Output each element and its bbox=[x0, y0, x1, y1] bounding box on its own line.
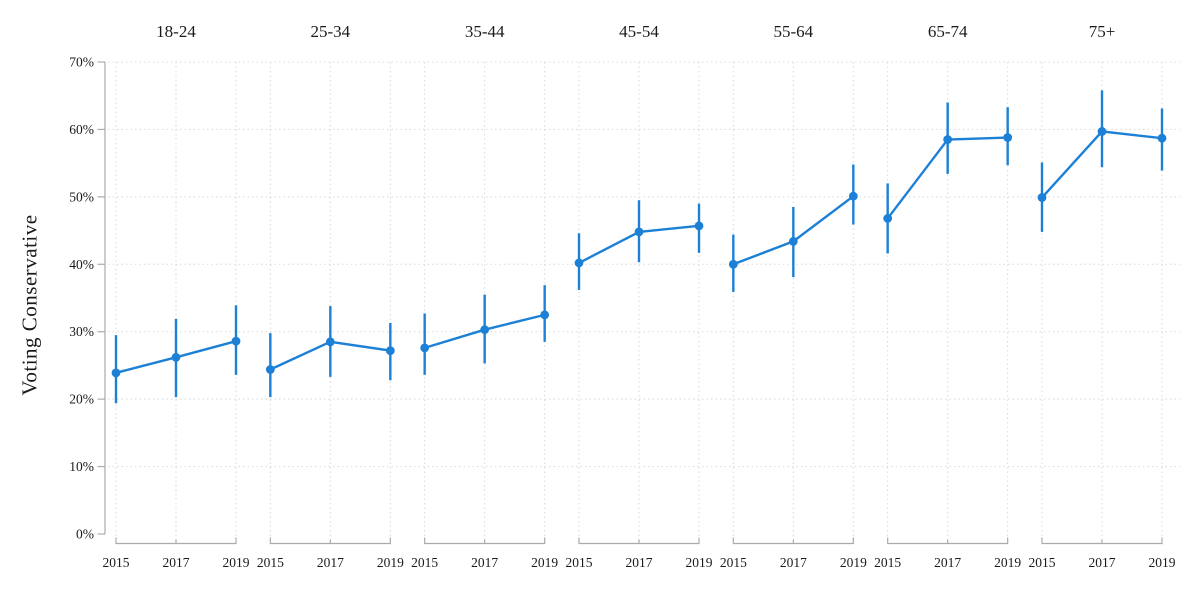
data-point bbox=[111, 368, 121, 378]
x-tick-label: 2019 bbox=[531, 555, 558, 570]
y-tick-label: 30% bbox=[69, 324, 94, 339]
data-point bbox=[540, 310, 550, 320]
data-point bbox=[728, 259, 738, 269]
data-point bbox=[171, 352, 181, 362]
y-tick-label: 60% bbox=[69, 122, 94, 137]
x-tick-label: 2017 bbox=[780, 555, 807, 570]
x-tick-label: 2015 bbox=[874, 555, 901, 570]
data-point bbox=[788, 236, 798, 246]
y-tick-label: 70% bbox=[69, 55, 94, 70]
data-point bbox=[265, 365, 275, 374]
x-tick-label: 2015 bbox=[565, 555, 592, 570]
data-point bbox=[634, 227, 644, 237]
y-tick-label: 50% bbox=[69, 189, 94, 204]
x-axis-line bbox=[887, 537, 1009, 545]
facet-title: 45-54 bbox=[619, 22, 659, 41]
x-tick-label: 2015 bbox=[720, 555, 747, 570]
facet-title: 55-64 bbox=[773, 22, 813, 41]
facet-title: 25-34 bbox=[310, 22, 350, 41]
facet-title: 18-24 bbox=[156, 22, 196, 41]
x-axis-line bbox=[269, 537, 391, 545]
x-axis-line bbox=[1041, 537, 1163, 545]
data-point bbox=[1003, 133, 1013, 142]
x-tick-label: 2015 bbox=[103, 555, 130, 570]
x-tick-label: 2017 bbox=[163, 555, 190, 570]
data-point bbox=[943, 135, 953, 144]
data-point bbox=[848, 191, 858, 201]
y-tick-label: 20% bbox=[69, 392, 94, 407]
x-tick-label: 2017 bbox=[471, 555, 498, 570]
data-point bbox=[574, 258, 584, 268]
x-tick-label: 2019 bbox=[377, 555, 404, 570]
x-tick-label: 2019 bbox=[994, 555, 1021, 570]
x-tick-label: 2017 bbox=[1088, 555, 1115, 570]
data-point bbox=[883, 214, 893, 223]
facet-title: 35-44 bbox=[465, 22, 505, 41]
x-tick-label: 2019 bbox=[685, 555, 712, 570]
x-axis-line bbox=[424, 537, 546, 545]
x-axis-line bbox=[578, 537, 700, 545]
data-point bbox=[325, 337, 335, 347]
x-axis-line bbox=[732, 537, 854, 545]
data-point bbox=[231, 336, 241, 346]
x-tick-label: 2015 bbox=[411, 555, 438, 570]
x-tick-label: 2019 bbox=[1148, 555, 1175, 570]
x-axis-line bbox=[115, 537, 237, 545]
facet-title: 75+ bbox=[1089, 22, 1116, 41]
data-point bbox=[694, 221, 704, 231]
x-tick-label: 2017 bbox=[317, 555, 344, 570]
x-tick-label: 2017 bbox=[625, 555, 652, 570]
data-point bbox=[385, 346, 395, 355]
x-tick-label: 2017 bbox=[934, 555, 961, 570]
x-tick-label: 2015 bbox=[1028, 555, 1055, 570]
x-tick-label: 2019 bbox=[223, 555, 250, 570]
data-point bbox=[480, 325, 490, 335]
y-tick-label: 10% bbox=[69, 459, 94, 474]
data-point bbox=[1157, 133, 1167, 143]
data-point bbox=[1037, 193, 1047, 202]
data-point bbox=[420, 343, 430, 353]
x-tick-label: 2019 bbox=[840, 555, 867, 570]
data-point bbox=[1097, 127, 1107, 136]
y-tick-label: 40% bbox=[69, 257, 94, 272]
y-tick-label: 0% bbox=[76, 527, 94, 542]
facet-title: 65-74 bbox=[928, 22, 968, 41]
x-tick-label: 2015 bbox=[257, 555, 284, 570]
y-axis-title: Voting Conservative bbox=[17, 214, 42, 396]
